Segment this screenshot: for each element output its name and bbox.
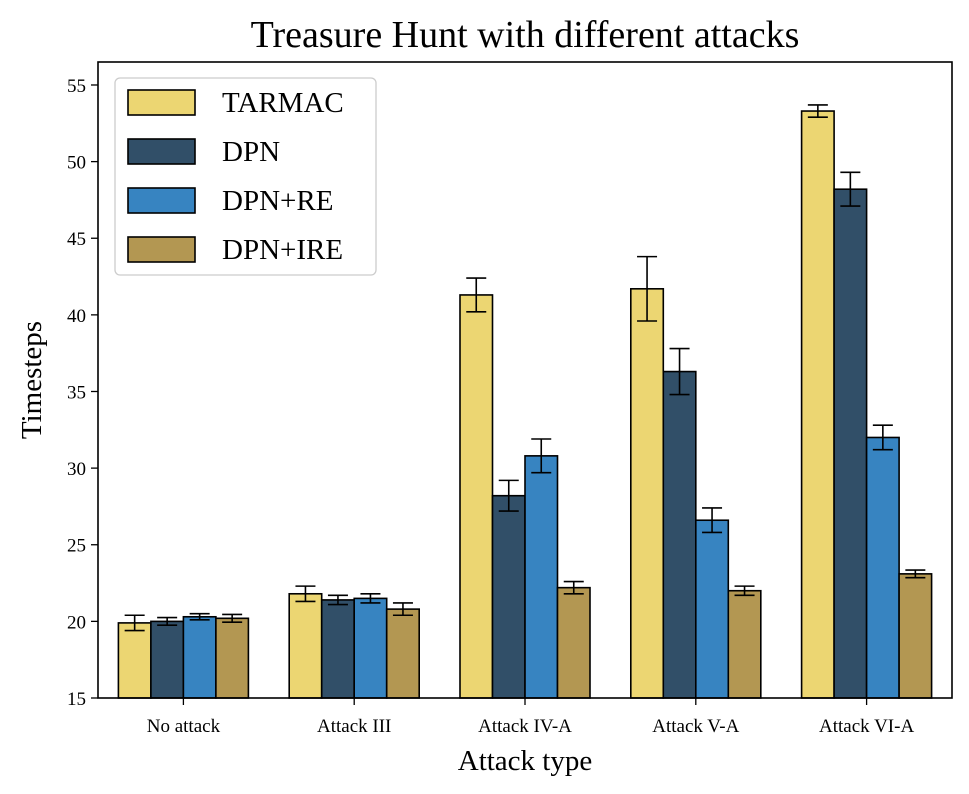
x-tick-label: Attack III <box>317 716 391 737</box>
y-tick-label: 50 <box>67 153 86 174</box>
legend-swatch <box>127 138 196 165</box>
x-tick-label: Attack V-A <box>652 716 739 737</box>
bar-dpn-plus-ire-1 <box>385 608 421 699</box>
legend-label: DPN <box>222 136 280 168</box>
y-axis-label: Timesteps <box>16 321 48 439</box>
bar-dpn-plus-re-1 <box>353 597 388 699</box>
bar-dpn-0 <box>150 620 185 699</box>
bar-dpn-3 <box>662 370 697 699</box>
bar-dpn-plus-ire-2 <box>556 586 591 699</box>
y-tick-label: 15 <box>67 689 86 710</box>
y-tick-label: 20 <box>67 612 86 633</box>
bar-tarmac-1 <box>288 592 323 699</box>
legend-swatch <box>127 236 196 263</box>
bar-dpn-1 <box>320 599 356 699</box>
bar-tarmac-2 <box>459 294 494 699</box>
bar-dpn-plus-re-4 <box>865 436 900 699</box>
y-tick-label: 40 <box>67 306 86 327</box>
y-tick-label: 30 <box>67 459 86 480</box>
y-tick-label: 35 <box>67 382 86 403</box>
bar-tarmac-4 <box>800 110 835 699</box>
legend-box <box>114 77 377 276</box>
x-tick-label: Attack IV-A <box>478 716 572 737</box>
bar-dpn-2 <box>491 494 526 699</box>
bar-dpn-plus-ire-4 <box>898 573 933 699</box>
x-tick-label: No attack <box>147 716 221 737</box>
legend: TARMAC DPN DPN+RE DPN+IRE <box>114 77 377 276</box>
bar-tarmac-0 <box>117 622 152 699</box>
legend-swatch <box>127 89 196 116</box>
errorbars-layer <box>124 104 926 632</box>
bar-dpn-4 <box>833 188 868 699</box>
legend-label: DPN+IRE <box>222 234 343 266</box>
y-tick-label: 45 <box>67 229 86 250</box>
x-axis: No attack Attack III Attack IV-A Attack V-A… <box>147 698 914 737</box>
y-tick-label: 55 <box>67 76 86 97</box>
y-tick-label: 25 <box>67 536 86 557</box>
x-tick-label: Attack VI-A <box>819 716 914 737</box>
x-axis-label: Attack type <box>458 745 592 777</box>
bar-dpn-plus-re-2 <box>524 455 559 699</box>
y-axis: 15 20 25 30 35 40 45 50 55 <box>67 76 98 710</box>
bar-tarmac-3 <box>629 288 665 699</box>
bar-dpn-plus-ire-0 <box>215 617 250 699</box>
chart-title: Treasure Hunt with different attacks <box>251 14 800 56</box>
bar-dpn-plus-ire-3 <box>727 589 762 699</box>
bar-dpn-plus-re-3 <box>694 519 730 699</box>
legend-label: DPN+RE <box>222 185 333 217</box>
legend-label: TARMAC <box>222 87 344 119</box>
bar-dpn-plus-re-0 <box>182 615 217 699</box>
legend-swatch <box>127 187 196 214</box>
